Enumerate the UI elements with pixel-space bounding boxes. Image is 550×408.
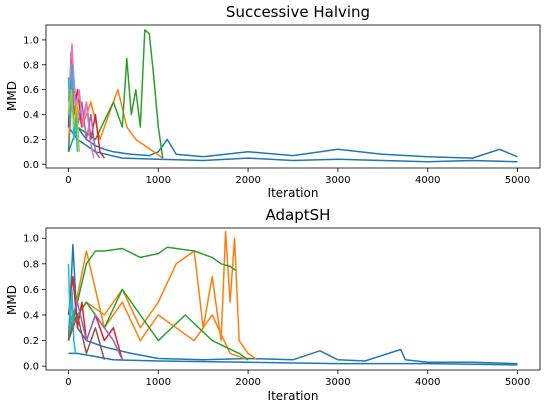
x-tick-label: 4000 — [415, 377, 440, 388]
y-tick-label: 0.0 — [23, 362, 39, 373]
y-tick-label: 0.4 — [23, 110, 39, 121]
x-tick-label: 3000 — [325, 175, 350, 186]
series-line-4 — [67, 246, 236, 341]
y-tick-label: 0.6 — [23, 285, 39, 296]
chart-adaptsh: AdaptSH 0.0 0.2 0.4 0.6 0.8 1.0 0 1000 2000 3000… — [5, 206, 541, 403]
plot-frame — [45, 24, 541, 169]
series-line-7 — [67, 301, 123, 361]
series-line-7 — [67, 64, 79, 152]
plot-frame — [45, 227, 541, 371]
x-axis: 0 1000 2000 3000 4000 5000 — [65, 370, 530, 388]
x-tick-label: 0 — [65, 377, 71, 388]
x-tick-label: 4000 — [415, 175, 440, 186]
series-line-3 — [67, 250, 249, 361]
y-tick-label: 0.0 — [23, 160, 39, 171]
x-axis-label: Iteration — [268, 186, 319, 200]
x-axis: 0 1000 2000 3000 4000 5000 — [65, 168, 530, 186]
y-axis: 0.0 0.2 0.4 0.6 0.8 1.0 — [23, 35, 46, 171]
y-tick-label: 0.6 — [23, 85, 39, 96]
y-tick-label: 0.4 — [23, 310, 39, 321]
series-line-8 — [67, 88, 80, 152]
y-tick-label: 0.8 — [23, 259, 39, 270]
x-tick-label: 1000 — [146, 377, 171, 388]
series-line-8 — [67, 263, 77, 354]
y-tick-label: 0.8 — [23, 60, 39, 71]
y-tick-label: 1.0 — [23, 234, 39, 245]
series-line-0 — [67, 70, 518, 159]
series-group — [67, 29, 518, 163]
x-tick-label: 1000 — [146, 175, 171, 186]
chart-successive-halving: Successive Halving 0.0 0.2 0.4 0.6 0.8 1.0 0 1… — [5, 3, 541, 200]
y-tick-label: 0.2 — [23, 336, 39, 347]
series-line-6 — [67, 42, 95, 159]
x-tick-label: 2000 — [235, 377, 260, 388]
x-tick-label: 5000 — [505, 175, 530, 186]
x-tick-label: 3000 — [325, 377, 350, 388]
series-line-9 — [67, 314, 106, 361]
y-axis: 0.0 0.2 0.4 0.6 0.8 1.0 — [23, 234, 46, 373]
y-tick-label: 0.2 — [23, 135, 39, 146]
y-axis-label: MMD — [5, 285, 19, 315]
series-group — [67, 231, 518, 366]
series-line-1 — [68, 352, 518, 366]
chart-title: Successive Halving — [226, 3, 370, 21]
series-line-1 — [67, 126, 518, 163]
series-line-0 — [67, 243, 518, 365]
y-tick-label: 1.0 — [23, 35, 39, 46]
x-axis-label: Iteration — [268, 389, 319, 403]
chart-title: AdaptSH — [266, 206, 331, 224]
x-tick-label: 5000 — [505, 377, 530, 388]
x-tick-label: 0 — [65, 175, 71, 186]
x-tick-label: 2000 — [235, 175, 260, 186]
y-axis-label: MMD — [5, 81, 19, 111]
